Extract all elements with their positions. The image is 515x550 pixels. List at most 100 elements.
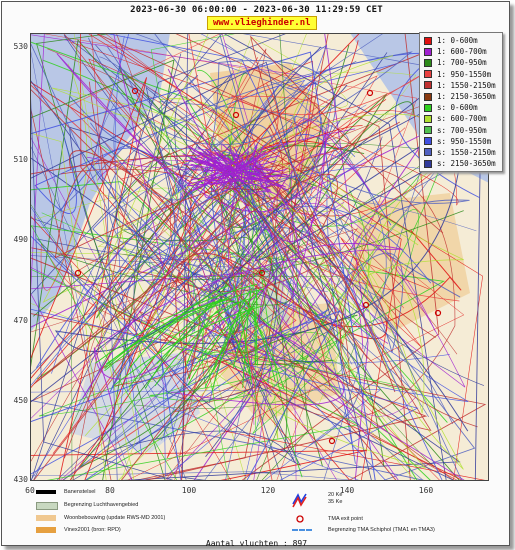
page-title: 2023-06-30 06:00:00 - 2023-06-30 11:29:5…	[130, 5, 383, 15]
flight-track	[186, 305, 256, 380]
flight-track	[186, 173, 288, 187]
x-tick-label: 120	[260, 486, 276, 495]
flight-track	[164, 156, 231, 389]
flight-track	[181, 33, 211, 481]
legend-swatch	[424, 114, 432, 123]
flight-track	[222, 33, 447, 481]
flight-track	[128, 294, 232, 388]
flight-track	[30, 61, 372, 481]
x-tick-label: 60	[25, 486, 35, 495]
y-tick-label: 510	[13, 155, 28, 164]
x-tick-label: 80	[105, 486, 115, 495]
flight-tracks	[30, 33, 489, 481]
flight-track	[30, 252, 336, 481]
flight-track	[169, 190, 247, 378]
flight-track	[30, 105, 112, 481]
legend-swatch	[424, 92, 432, 101]
map-key-label: Banenstelsel	[64, 489, 96, 495]
flight-track	[154, 93, 388, 441]
flight-track	[113, 33, 466, 481]
flight-track	[120, 71, 460, 302]
y-tick-label: 470	[13, 316, 28, 325]
flight-track	[243, 298, 276, 383]
legend-label: s: 0-600m	[437, 103, 478, 113]
flight-track	[253, 168, 287, 175]
flight-track	[30, 59, 175, 481]
flight-track	[223, 158, 233, 173]
flight-track	[150, 33, 239, 481]
flight-track	[88, 182, 248, 356]
flight-track	[250, 169, 268, 191]
legend-swatch	[424, 126, 432, 135]
flight-track	[215, 311, 252, 379]
flight-track	[30, 132, 107, 481]
flight-track	[73, 33, 138, 481]
flight-track	[39, 33, 418, 481]
legend-swatch	[424, 148, 432, 157]
flight-track	[88, 37, 413, 446]
flight-track	[30, 41, 418, 481]
flight-track	[30, 228, 358, 481]
legend-item: s: 600-700m	[420, 113, 502, 124]
flight-track	[194, 145, 250, 185]
flight-track	[92, 172, 432, 393]
flight-track	[254, 150, 280, 173]
legend-item: s: 1550-2150m	[420, 147, 502, 158]
flight-track	[30, 399, 427, 481]
flight-track	[69, 150, 344, 379]
flight-track	[99, 56, 235, 155]
legend-item: s: 950-1550m	[420, 136, 502, 147]
y-tick-label: 530	[13, 42, 28, 51]
flight-track	[249, 125, 363, 166]
map-key: Banenstelsel Begrenzing Luchthavengebied…	[30, 484, 489, 540]
flight-track	[249, 163, 303, 478]
flight-track	[83, 112, 234, 159]
site-badge[interactable]: www.vlieghinder.nl	[207, 16, 317, 30]
map-key-label: Vinex2001 (bron: RPD)	[64, 527, 121, 533]
flight-track	[82, 190, 300, 431]
flight-track	[254, 165, 396, 393]
legend-label: 1: 700-950m	[437, 58, 487, 68]
tma-exit-point	[366, 89, 374, 97]
legend-swatch	[424, 36, 432, 45]
legend-item: s: 2150-3650m	[420, 158, 502, 169]
flight-track	[206, 159, 225, 187]
flight-track	[214, 146, 280, 177]
flight-track	[30, 308, 330, 481]
runway-swatch	[36, 490, 56, 494]
x-tick-label: 100	[181, 486, 197, 495]
flight-track	[247, 40, 359, 161]
vinex-swatch	[36, 527, 56, 533]
flight-track	[30, 310, 341, 481]
flight-track	[209, 172, 231, 177]
flight-track	[93, 33, 209, 481]
flight-track	[104, 33, 443, 481]
tma-exit-points	[74, 87, 442, 445]
flight-track	[97, 99, 477, 317]
flight-track	[108, 187, 242, 302]
flight-track	[197, 146, 217, 188]
legend-swatch	[424, 47, 432, 56]
flight-track	[230, 149, 241, 162]
flight-count: Aantal vluchten : 897	[205, 539, 308, 548]
flight-track	[172, 142, 466, 388]
flight-track	[30, 205, 361, 481]
flight-track	[87, 33, 484, 481]
flight-track	[190, 163, 223, 171]
flight-track	[30, 33, 288, 481]
legend-label: s: 700-950m	[437, 125, 487, 135]
flight-track	[204, 305, 255, 389]
flight-track	[30, 47, 133, 481]
noise-contour-icon	[292, 493, 307, 508]
flight-track	[220, 172, 244, 192]
flight-track	[239, 179, 353, 365]
tma-exit-point	[328, 437, 336, 445]
flight-track	[51, 87, 425, 414]
flight-track	[145, 298, 221, 389]
flight-track	[134, 33, 474, 481]
legend-item: 1: 1550-2150m	[420, 80, 502, 91]
flight-track	[64, 173, 237, 459]
flight-track	[90, 33, 387, 481]
map-key-label: 20 Ke	[328, 492, 343, 498]
